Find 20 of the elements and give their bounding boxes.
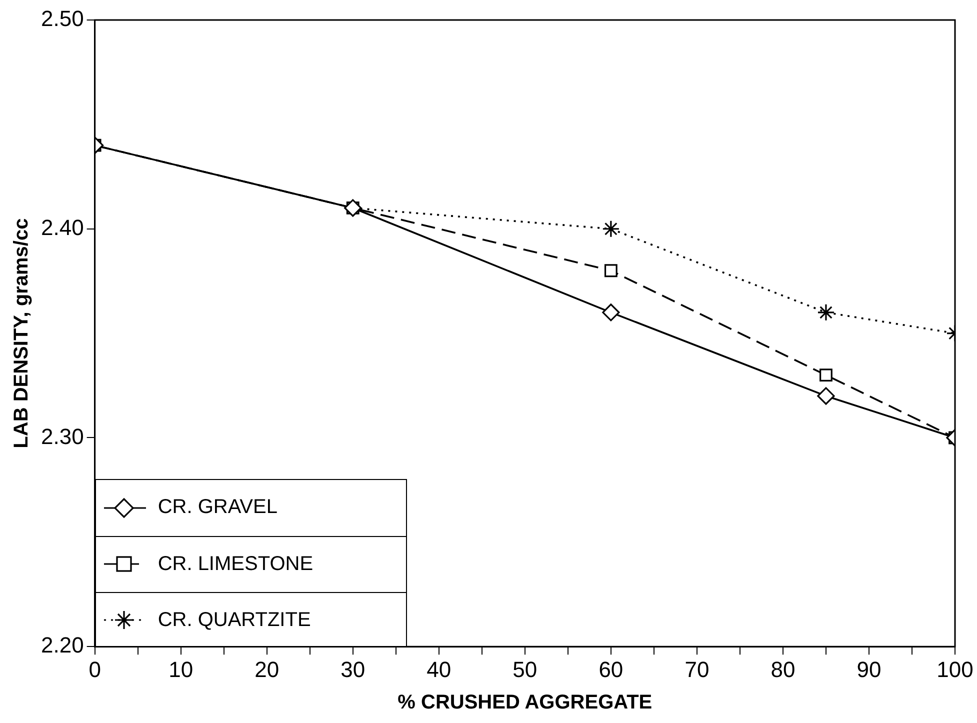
x-tick-label: 80 bbox=[770, 656, 796, 682]
x-tick-label: 10 bbox=[168, 656, 194, 682]
x-tick-label: 30 bbox=[340, 656, 366, 682]
x-tick-label: 100 bbox=[936, 656, 974, 682]
x-tick-label: 40 bbox=[426, 656, 452, 682]
x-tick-label: 20 bbox=[254, 656, 280, 682]
legend-label: CR. LIMESTONE bbox=[158, 552, 314, 576]
y-tick-label: 2.20 bbox=[40, 632, 84, 658]
y-axis-title: LAB DENSITY, grams/cc bbox=[10, 218, 33, 448]
x-tick-label: 90 bbox=[856, 656, 882, 682]
x-tick-label: 50 bbox=[512, 656, 538, 682]
y-tick-label: 2.40 bbox=[40, 214, 84, 240]
y-tick-label: 2.50 bbox=[40, 6, 84, 32]
x-tick-label: 60 bbox=[598, 656, 624, 682]
y-tick-label: 2.30 bbox=[40, 424, 84, 449]
x-tick-label: 0 bbox=[88, 656, 101, 682]
legend-label: CR. GRAVEL bbox=[158, 496, 278, 520]
legend-label: CR. QUARTZITE bbox=[158, 608, 311, 632]
x-tick-label: 70 bbox=[684, 656, 710, 682]
x-axis-title: % CRUSHED AGGREGATE bbox=[398, 692, 652, 714]
